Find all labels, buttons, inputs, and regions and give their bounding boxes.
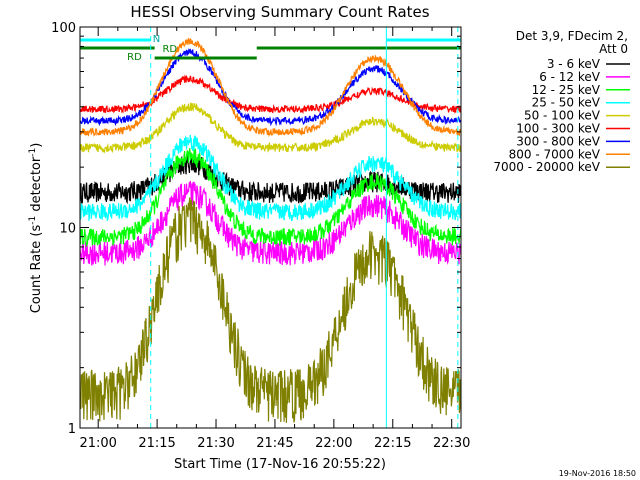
y-tick-label: 100 (51, 21, 76, 36)
series-line-8 (80, 38, 461, 138)
y-tick-label: 1 (68, 422, 76, 437)
x-tick-label: 21:00 (79, 436, 116, 451)
series-line-3 (80, 148, 461, 248)
series-line-2 (80, 180, 461, 266)
flag-label-rd-1: RD (127, 52, 142, 63)
chart-title: HESSI Observing Summary Count Rates (130, 3, 429, 21)
flag-label-saa: N (153, 34, 160, 45)
legend-header-line-2: Att 0 (599, 42, 628, 56)
legend-label-6: 100 - 300 keV (516, 122, 600, 136)
series-line-4 (80, 134, 461, 222)
x-tick-label: 21:45 (256, 436, 293, 451)
y-axis-label: Count Rate (s-1 detector-1) (28, 143, 44, 314)
legend-label-8: 800 - 7000 keV (509, 147, 601, 161)
series-line-7 (80, 47, 461, 127)
footer-date: 19-Nov-2016 18:50 (559, 469, 636, 478)
legend-label-5: 50 - 100 keV (524, 109, 601, 123)
axis-ticks: 21:00 21:15 21:30 21:45 22:00 22:15 22:30 1 10 10… (51, 21, 470, 451)
series-line-5 (80, 102, 461, 154)
legend-label-9: 7000 - 20000 keV (493, 160, 600, 174)
legend-header-line-1: Det 3,9, FDecim 2, (516, 29, 628, 43)
x-tick-label: 22:15 (374, 436, 411, 451)
legend-label-2: 6 - 12 keV (539, 70, 601, 84)
x-tick-label: 21:15 (138, 436, 175, 451)
x-tick-label: 22:30 (433, 436, 470, 451)
series-line-1 (80, 154, 461, 205)
series-line-9 (80, 197, 461, 423)
series-line-6 (80, 74, 461, 115)
x-axis-label: Start Time (17-Nov-16 20:55:22) (174, 457, 386, 472)
legend-label-4: 25 - 50 keV (532, 96, 601, 110)
legend-label-3: 12 - 25 keV (532, 83, 601, 97)
flag-label-rd-2: RD (162, 44, 177, 55)
series-group (80, 38, 461, 423)
legend-label-7: 300 - 800 keV (516, 134, 600, 148)
legend-label-1: 3 - 6 keV (547, 57, 601, 71)
y-tick-label: 10 (59, 222, 76, 237)
x-tick-label: 21:30 (197, 436, 234, 451)
x-tick-label: 22:00 (315, 436, 352, 451)
